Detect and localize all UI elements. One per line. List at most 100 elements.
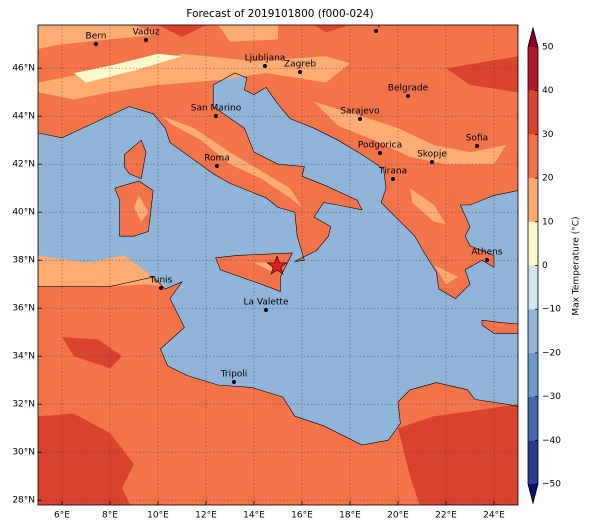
city-dot <box>264 308 268 312</box>
temp-area <box>314 25 350 33</box>
x-tick-label: 6°E <box>54 511 70 521</box>
x-tick-label: 20°E <box>387 511 409 521</box>
colorbar-band <box>528 352 538 397</box>
temp-area <box>62 337 122 369</box>
temp-area <box>38 255 166 287</box>
temp-area <box>446 56 518 93</box>
city-label: Tunis <box>149 276 173 286</box>
city-dot <box>374 29 378 33</box>
colorbar-tick-label: 40 <box>542 86 554 96</box>
temp-area <box>410 188 446 225</box>
city-label: Tripoli <box>220 370 248 380</box>
city-label: Vaduz <box>132 28 159 38</box>
x-tick-label: 16°E <box>291 511 313 521</box>
colorbar-tick-label: −30 <box>542 392 561 402</box>
land <box>124 140 146 179</box>
map-frame <box>37 24 519 506</box>
colorbar-tick-label: 50 <box>542 43 554 53</box>
city-label: Sofia <box>466 134 488 144</box>
x-tick-label: 10°E <box>147 511 169 521</box>
city-dot <box>475 144 479 148</box>
x-tick-label: 14°E <box>243 511 265 521</box>
x-tick-label: 24°E <box>483 511 505 521</box>
colorbar-tick-label: 0 <box>542 261 548 271</box>
city-dot <box>298 70 302 74</box>
colorbar-tick-label: −20 <box>542 348 561 358</box>
city-label: Roma <box>204 154 230 164</box>
map-title: Forecast of 2019101800 (f000-024) <box>186 8 373 20</box>
colorbar-tick-label: 10 <box>542 217 554 227</box>
y-tick-label: 38°N <box>12 256 35 266</box>
colorbar-tick-label: −40 <box>542 436 561 446</box>
city-dot <box>263 64 267 68</box>
coastline <box>481 319 518 334</box>
colorbar-band <box>528 309 538 353</box>
temp-area <box>398 404 518 505</box>
colorbar: −50 −40 −30 −20 −10 0 10 20 30 40 50 <box>527 26 561 505</box>
temp-area <box>134 195 149 222</box>
colorbar-band <box>528 221 538 266</box>
y-tick-label: 42°N <box>12 160 35 170</box>
colorbar-band <box>528 134 538 179</box>
y-tick-label: 36°N <box>12 304 35 314</box>
city-dot <box>358 117 362 121</box>
colorbar-extend <box>528 484 538 503</box>
y-tick-label: 46°N <box>12 64 35 74</box>
colorbar-tick-label: −10 <box>542 305 561 315</box>
y-tick-label: 44°N <box>12 112 35 122</box>
city-label: Belgrade <box>388 84 429 94</box>
city-label: Skopje <box>417 150 447 160</box>
city-label: Sarajevo <box>340 107 380 117</box>
city-dot <box>94 42 98 46</box>
y-tick-label: 32°N <box>12 400 35 410</box>
y-tick-label: 40°N <box>12 208 35 218</box>
colorbar-band <box>528 440 538 484</box>
city-label: Podgorica <box>358 141 402 151</box>
temp-area <box>158 25 206 37</box>
city-label: La Valette <box>244 298 289 308</box>
city-label: Athens <box>471 248 502 258</box>
temp-area <box>74 53 182 83</box>
colorbar-band <box>528 396 538 441</box>
temp-area <box>38 413 134 505</box>
coastline <box>124 139 147 180</box>
city-dot <box>144 38 148 42</box>
colorbar-band <box>528 178 538 222</box>
x-tick-label: 22°E <box>435 511 457 521</box>
colorbar-tick-label: 20 <box>542 174 554 184</box>
temp-area <box>162 116 302 208</box>
colorbar-tick-label: −50 <box>542 480 561 490</box>
y-tick-label: 30°N <box>12 448 35 458</box>
location-marker <box>266 255 288 275</box>
colorbar-band <box>528 265 538 310</box>
city-label: Ljubljana <box>245 54 286 64</box>
city-dot <box>215 164 219 168</box>
temp-area <box>38 25 158 49</box>
city-label: San Marino <box>191 104 242 114</box>
city-dot <box>159 286 163 290</box>
city-label: Zagreb <box>284 60 316 70</box>
city-dot <box>485 258 489 262</box>
city-label: Bern <box>86 32 107 42</box>
temp-area <box>38 53 350 100</box>
coastline <box>38 276 518 446</box>
x-tick-label: 12°E <box>195 511 217 521</box>
colorbar-band <box>528 90 538 135</box>
coastline <box>114 180 154 237</box>
city-dot <box>378 151 382 155</box>
land <box>38 25 518 299</box>
y-tick-label: 28°N <box>12 496 35 506</box>
x-tick-label: 8°E <box>102 511 118 521</box>
x-tick-label: 18°E <box>339 511 361 521</box>
city-dot <box>391 177 395 181</box>
coastline <box>215 252 293 292</box>
colorbar-band <box>528 47 538 91</box>
land <box>114 181 154 237</box>
y-tick-label: 34°N <box>12 352 35 362</box>
city-dot <box>406 94 410 98</box>
city-dot <box>214 114 218 118</box>
city-dot <box>430 160 434 164</box>
temp-area <box>314 101 506 165</box>
